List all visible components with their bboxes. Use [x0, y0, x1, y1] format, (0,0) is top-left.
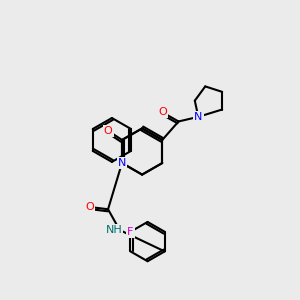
- Text: O: O: [104, 126, 112, 136]
- Text: O: O: [85, 202, 94, 212]
- Text: N: N: [194, 112, 202, 122]
- Text: O: O: [158, 107, 167, 117]
- Text: F: F: [127, 227, 134, 237]
- Text: NH: NH: [106, 225, 122, 235]
- Text: N: N: [118, 158, 126, 168]
